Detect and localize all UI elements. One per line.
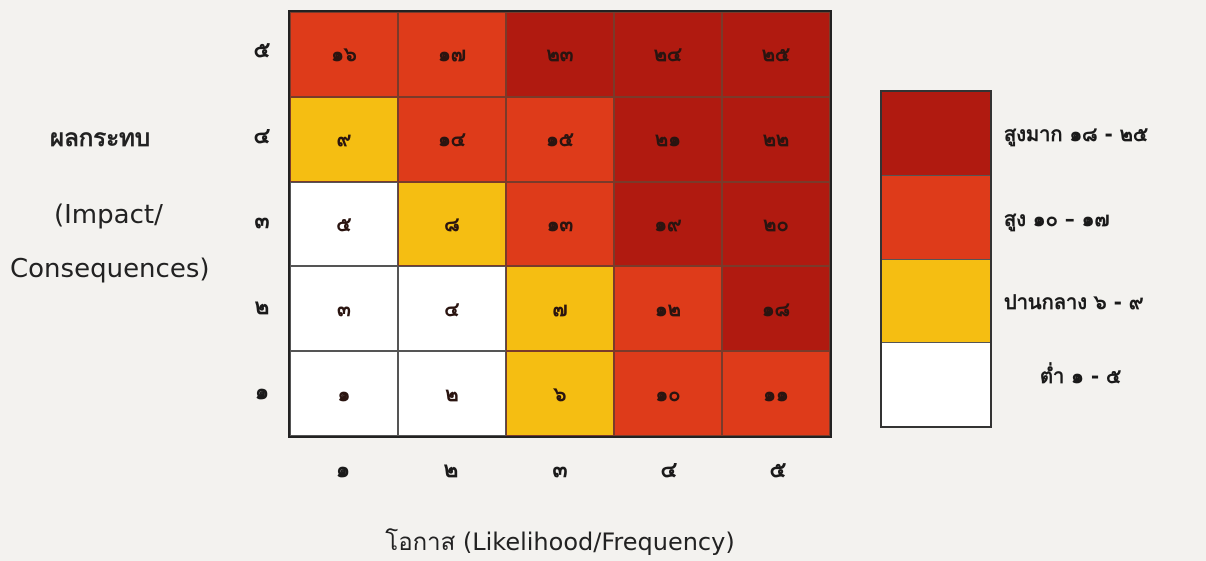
y-tick-5: ๕ [253, 38, 271, 63]
x-axis-title: โอกาส (Likelihood/Frequency) [385, 528, 735, 556]
matrix-cell: ๑๖ [290, 12, 398, 97]
matrix-cell: ๒๕ [722, 12, 830, 97]
matrix-cell: ๑๙ [614, 181, 722, 267]
legend-swatch-medium [882, 259, 990, 344]
x-tick-3: ๓ [552, 458, 568, 483]
matrix-cell: ๒๓ [506, 12, 614, 97]
y-axis-title-english-line1: (Impact/ [54, 200, 163, 230]
x-tick-5: ๕ [769, 458, 787, 483]
matrix-cell: ๒๐ [722, 181, 830, 267]
matrix-cell: ๑๔ [398, 96, 506, 182]
risk-matrix: ๑๖ ๑๗ ๒๓ ๒๔ ๒๕๙๑๔ ๑๕ ๒๑ ๒๒๕๘๑๓ ๑๙ ๒๐๓๔๗๑๒ ๑๘๑๒๖๑๐๑… [288, 10, 832, 438]
y-axis-title-thai: ผลกระทบ [50, 124, 151, 152]
matrix-cell: ๑๑ [722, 351, 830, 436]
y-tick-2: ๒ [254, 295, 270, 320]
matrix-cell: ๒๔ [614, 12, 722, 97]
matrix-cell: ๑ [290, 351, 398, 436]
legend-label-high: สูง ๑๐ – ๑๗ [1004, 207, 1110, 231]
legend-swatch-very-high [882, 92, 990, 176]
legend-label-low: ต่ำ ๑ - ๕ [1040, 364, 1122, 388]
matrix-cell: ๘ [398, 181, 506, 267]
matrix-cell: ๑๒ [614, 266, 722, 352]
legend-swatch-low [882, 343, 990, 426]
matrix-cell: ๒๑ [614, 96, 722, 182]
matrix-cell: ๔ [398, 266, 506, 352]
y-tick-1: ๑ [255, 380, 269, 405]
matrix-cell: ๑๘ [722, 266, 830, 352]
matrix-cell: ๑๐ [614, 351, 722, 436]
legend-swatch-high [882, 175, 990, 260]
matrix-cell: ๑๓ [506, 181, 614, 267]
y-tick-4: ๔ [253, 124, 271, 149]
matrix-cell: ๖ [506, 351, 614, 436]
y-tick-3: ๓ [254, 209, 270, 234]
x-tick-2: ๒ [443, 458, 459, 483]
x-tick-4: ๔ [660, 458, 678, 483]
matrix-cell: ๗ [506, 266, 614, 352]
x-tick-1: ๑ [336, 458, 350, 483]
matrix-cell: ๙ [290, 96, 398, 182]
legend-label-medium: ปานกลาง ๖ - ๙ [1004, 290, 1144, 314]
matrix-cell: ๒ [398, 351, 506, 436]
matrix-cell: ๓ [290, 266, 398, 352]
matrix-cell: ๕ [290, 181, 398, 267]
y-axis-title-english-line2: Consequences) [10, 254, 210, 284]
matrix-cell: ๑๕ [506, 96, 614, 182]
legend-color-scale [880, 90, 992, 428]
matrix-cell: ๒๒ [722, 96, 830, 182]
matrix-cell: ๑๗ [398, 12, 506, 97]
legend-label-very-high: สูงมาก ๑๘ - ๒๕ [1004, 122, 1149, 146]
